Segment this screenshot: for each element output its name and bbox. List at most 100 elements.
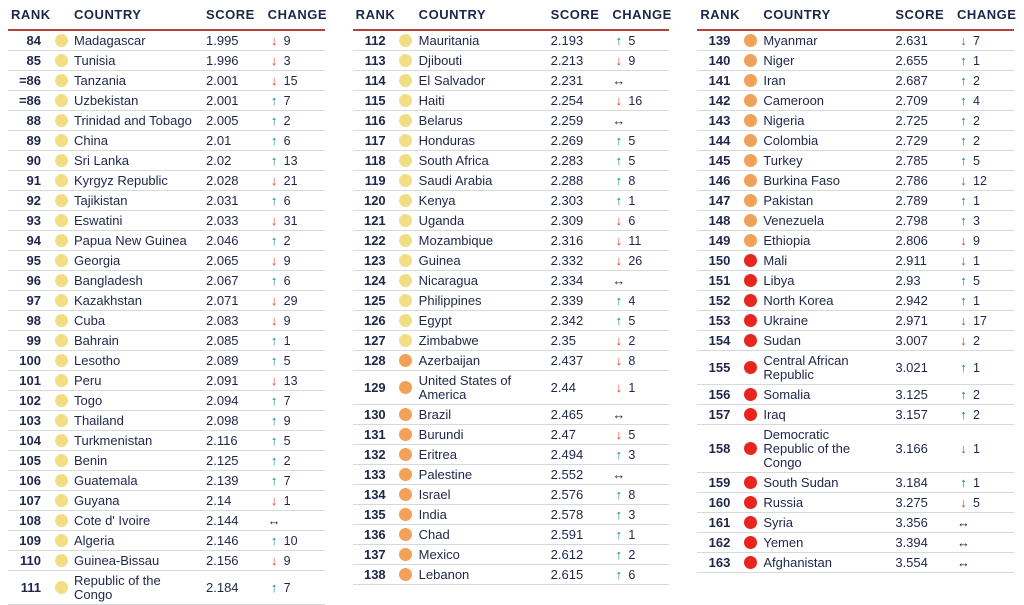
change-arrow-icon: ↑: [615, 292, 623, 308]
change-arrow-icon: ↑: [960, 386, 967, 402]
rank-cell: 85: [26, 52, 41, 68]
change-arrow-icon: ↑: [960, 212, 967, 228]
change-cell: ↑ 1: [611, 527, 669, 542]
col-header-score: SCORE: [550, 7, 600, 22]
change-arrow-icon: ↔: [612, 112, 626, 128]
score-cell: 2.085: [206, 332, 239, 348]
change-arrow-icon: ↑: [270, 132, 278, 148]
score-cell: 2.789: [895, 192, 928, 208]
change-arrow-icon: ↑: [615, 446, 623, 462]
rank-cell: 152: [708, 292, 731, 308]
rank-cell: 107: [19, 492, 41, 508]
change-value: 1: [973, 360, 980, 375]
table-row: 114 El Salvador 2.231 ↔: [352, 71, 670, 91]
change-value: 5: [628, 313, 636, 328]
score-band-dot-icon: [54, 494, 68, 507]
score-band-dot-icon: [743, 408, 757, 421]
change-cell: ↔: [611, 467, 669, 482]
change-cell: ↓ 1: [611, 380, 669, 395]
change-arrow-icon: ↑: [270, 192, 278, 208]
country-name: India: [418, 506, 447, 522]
score-cell: 2.033: [206, 212, 239, 228]
score-band-dot-icon: [399, 568, 413, 581]
change-value: 9: [283, 313, 291, 328]
change-value: 5: [628, 153, 636, 168]
rank-cell: 118: [364, 152, 386, 168]
score-cell: 2.35: [550, 332, 576, 348]
change-value: 9: [973, 233, 980, 248]
score-band-dot-icon: [54, 154, 68, 167]
score-band-dot-icon: [399, 194, 413, 207]
country-name: Nicaragua: [418, 272, 478, 288]
dot-cell: [48, 494, 74, 507]
rank-cell: 113: [364, 52, 386, 68]
change-cell: ↑ 10: [267, 532, 325, 548]
dot-cell: [48, 234, 74, 247]
change-arrow-icon: ↑: [270, 432, 278, 448]
table-row: 89 China 2.01 ↑ 6: [8, 131, 325, 151]
rank-cell: 112: [364, 32, 386, 48]
rank-cell: 91: [26, 172, 41, 188]
score-cell: 2.116: [206, 432, 238, 448]
change-cell: ↑ 7: [267, 93, 325, 108]
col-header-change: CHANGE: [612, 7, 672, 22]
change-cell: ↑ 5: [611, 153, 669, 168]
rank-cell: =86: [18, 92, 41, 108]
change-arrow-icon: ↑: [270, 532, 278, 548]
country-name: Haiti: [418, 92, 445, 108]
change-arrow-icon: ↑: [960, 152, 967, 168]
country-name: Lesotho: [74, 352, 121, 368]
rank-cell: 149: [708, 232, 731, 248]
change-cell: ↓ 29: [267, 293, 325, 308]
rank-cell: 141: [708, 72, 731, 88]
dot-cell: [393, 488, 419, 501]
country-name: Togo: [74, 392, 103, 408]
rank-cell: 131: [363, 426, 386, 442]
table-row: 129 United States of America 2.44 ↓ 1: [352, 371, 670, 405]
rank-cell: 124: [363, 272, 386, 288]
change-cell: ↓ 12: [956, 173, 1014, 188]
country-name: Eritrea: [418, 446, 457, 462]
table-row: 95 Georgia 2.065 ↓ 9: [8, 251, 325, 271]
change-value: 2: [628, 333, 636, 348]
dot-cell: [48, 54, 74, 67]
rank-cell: 162: [708, 534, 731, 550]
change-arrow-icon: ↑: [615, 32, 623, 48]
score-cell: 2.437: [550, 352, 584, 368]
dot-cell: [393, 508, 419, 521]
change-cell: ↓ 15: [267, 73, 325, 88]
rank-cell: 125: [363, 292, 386, 308]
change-arrow-icon: ↑: [960, 474, 967, 490]
table-body: 112 Mauritania 2.193 ↑ 5 113 Djibouti 2.…: [352, 31, 670, 585]
change-arrow-icon: ↔: [957, 554, 971, 570]
change-cell: ↓ 17: [956, 313, 1014, 328]
score-cell: 2.091: [206, 372, 239, 388]
change-value: 3: [628, 447, 636, 462]
change-value: 31: [283, 213, 298, 228]
score-cell: 2.028: [206, 172, 239, 188]
rank-cell: 139: [708, 32, 731, 48]
score-band-dot-icon: [743, 476, 757, 489]
rank-cell: 146: [708, 172, 731, 188]
country-name: Cuba: [74, 312, 106, 328]
change-cell: ↑ 2: [956, 386, 1014, 402]
change-value: 9: [283, 253, 291, 268]
change-value: 5: [628, 427, 636, 442]
table-row: 126 Egypt 2.342 ↑ 5: [352, 311, 670, 331]
change-arrow-icon: ↓: [270, 492, 278, 508]
col-header-change: CHANGE: [957, 7, 1017, 22]
change-value: 7: [973, 33, 980, 48]
country-name: Djibouti: [418, 52, 463, 68]
change-cell: ↓ 13: [267, 373, 325, 388]
country-name: Guatemala: [74, 472, 138, 488]
dot-cell: [48, 554, 74, 567]
change-value: 16: [628, 93, 643, 108]
country-name: United States of America: [418, 372, 512, 402]
change-value: 7: [283, 580, 291, 595]
dot-cell: [48, 194, 74, 207]
score-cell: 2.798: [895, 212, 928, 228]
change-cell: ↑ 1: [956, 474, 1014, 490]
score-band-dot-icon: [54, 334, 68, 347]
change-cell: ↑ 5: [956, 152, 1014, 168]
dot-cell: [737, 442, 763, 455]
